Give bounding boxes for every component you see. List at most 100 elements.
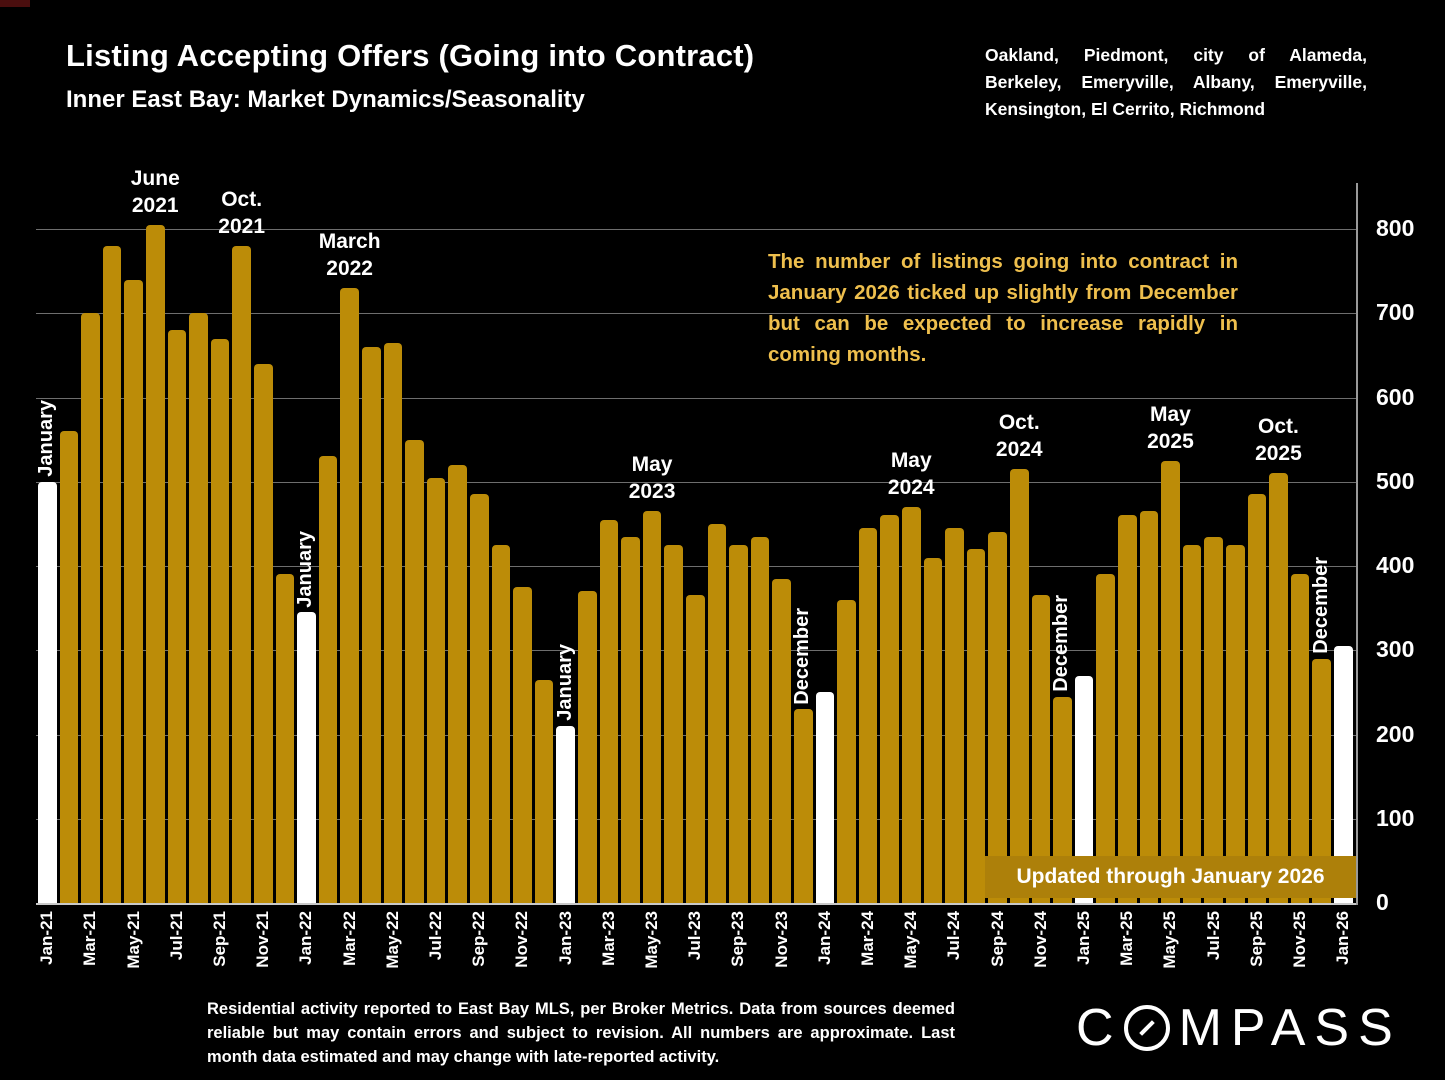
x-tick-label-Jan-26: Jan-26 — [1333, 911, 1353, 965]
peak-label-May-24: May 2024 — [887, 449, 935, 500]
bar-Jul-24 — [945, 528, 964, 903]
bar-vertical-label-Jan-23: January — [553, 644, 576, 722]
bar-vertical-label-Dec-23: December — [791, 607, 814, 705]
bar-Feb-21 — [59, 431, 79, 903]
x-tick-label-May-22: May-22 — [382, 911, 402, 969]
bar-Feb-24 — [837, 599, 856, 903]
gridline-600 — [36, 397, 1356, 399]
bar-Oct-25 — [1269, 473, 1288, 903]
compass-logo-mpass: MPASS — [1178, 999, 1402, 1057]
y-tick-label-600: 600 — [1376, 383, 1415, 410]
bar-Jun-25 — [1182, 544, 1202, 903]
bar-Sep-25 — [1247, 494, 1267, 903]
bar-Oct-21 — [232, 245, 251, 903]
x-tick-label-May-25: May-25 — [1160, 911, 1180, 969]
peak-label-Oct-25: Oct. 2025 — [1255, 415, 1302, 466]
corner-mark — [0, 0, 30, 7]
bar-Nov-24 — [1031, 595, 1051, 903]
bar-May-24 — [902, 507, 921, 903]
x-tick-label-Sep-25: Sep-25 — [1246, 911, 1266, 967]
bar-Mar-22 — [340, 287, 359, 903]
bar-Oct-23 — [750, 536, 770, 903]
bar-Aug-22 — [448, 464, 467, 903]
x-tick-label-May-24: May-24 — [901, 911, 921, 969]
bar-Jul-21 — [167, 330, 187, 903]
gridline-500 — [36, 481, 1356, 483]
y-tick-label-0: 0 — [1376, 889, 1389, 915]
bar-Apr-24 — [880, 515, 899, 903]
y-axis-line — [1356, 183, 1358, 905]
bar-Aug-21 — [189, 313, 208, 903]
x-tick-label-Nov-22: Nov-22 — [512, 911, 532, 968]
y-tick-label-800: 800 — [1376, 215, 1415, 241]
peak-label-May-25: May 2025 — [1147, 402, 1194, 453]
x-tick-label-Jul-25: Jul-25 — [1203, 911, 1223, 961]
bar-Dec-25 — [1312, 658, 1331, 903]
bar-Aug-24 — [966, 549, 986, 903]
bar-Nov-23 — [772, 578, 791, 903]
bar-Dec-24 — [1053, 696, 1072, 903]
bar-May-23 — [642, 511, 662, 903]
x-tick-label-Jul-23: Jul-23 — [685, 911, 705, 961]
x-tick-label-Jan-24: Jan-24 — [814, 911, 834, 965]
x-tick-label-Jul-22: Jul-22 — [426, 911, 446, 961]
annotation-text: The number of listings going into contra… — [768, 250, 1238, 366]
disclaimer-text: Residential activity reported to East Ba… — [207, 1000, 955, 1066]
bar-Dec-21 — [275, 574, 295, 903]
bar-Nov-22 — [513, 587, 532, 903]
bar-Jan-21 — [38, 481, 57, 903]
bar-Jun-24 — [923, 557, 943, 903]
bar-Nov-25 — [1290, 574, 1310, 903]
bar-Jan-23 — [556, 726, 575, 903]
x-tick-label-Jul-21: Jul-21 — [166, 911, 186, 961]
x-tick-label-Jan-21: Jan-21 — [37, 911, 57, 965]
bar-Mar-23 — [599, 519, 619, 903]
compass-needle-icon — [1123, 1005, 1170, 1051]
bar-Mar-24 — [858, 528, 878, 903]
bar-Feb-22 — [318, 456, 338, 903]
bar-vertical-label-Dec-24: December — [1050, 594, 1073, 692]
peak-label-May-23: May 2023 — [628, 453, 676, 504]
bar-Apr-23 — [621, 536, 640, 903]
x-tick-label-May-23: May-23 — [642, 911, 662, 969]
bar-Jan-25 — [1074, 675, 1094, 903]
bar-Mar-25 — [1118, 515, 1137, 903]
peak-label-Oct-21: Oct. 2021 — [218, 187, 265, 238]
bar-Mar-21 — [81, 313, 100, 903]
x-tick-label-Jan-22: Jan-22 — [296, 911, 316, 965]
bar-Aug-25 — [1226, 544, 1245, 903]
bar-Jan-22 — [297, 612, 316, 903]
y-tick-label-100: 100 — [1376, 804, 1415, 831]
bar-Oct-22 — [491, 544, 511, 903]
bar-vertical-label-Dec-25: December — [1309, 556, 1332, 654]
gridline-800 — [36, 229, 1356, 230]
x-tick-label-Mar-22: Mar-22 — [339, 911, 359, 966]
gridline-700 — [36, 313, 1356, 315]
bar-vertical-label-Jan-21: January — [35, 400, 58, 477]
peak-label-Oct-24: Oct. 2024 — [995, 411, 1043, 462]
bar-Jun-21 — [146, 224, 165, 903]
bar-Jul-23 — [686, 595, 705, 903]
compass-logo-c: C — [1076, 999, 1123, 1057]
x-tick-label-Mar-25: Mar-25 — [1117, 911, 1137, 966]
y-tick-label-500: 500 — [1376, 467, 1415, 494]
bar-Jul-25 — [1204, 536, 1223, 903]
bar-Jul-22 — [426, 477, 446, 903]
bar-Apr-21 — [102, 245, 122, 903]
bar-Sep-22 — [470, 494, 489, 903]
page-subtitle: Inner East Bay: Market Dynamics/Seasonal… — [66, 86, 585, 113]
bar-Jun-22 — [405, 439, 424, 903]
x-tick-label-Nov-21: Nov-21 — [253, 911, 273, 968]
bar-Dec-22 — [534, 679, 554, 903]
bar-Sep-21 — [210, 338, 230, 903]
page-title: Listing Accepting Offers (Going into Con… — [66, 38, 755, 73]
bar-Dec-23 — [794, 709, 813, 903]
x-tick-label-Nov-24: Nov-24 — [1030, 911, 1050, 968]
x-tick-label-Nov-25: Nov-25 — [1290, 911, 1310, 968]
x-tick-label-Sep-23: Sep-23 — [728, 911, 748, 967]
y-tick-label-400: 400 — [1376, 552, 1415, 578]
bar-Sep-23 — [729, 544, 748, 903]
updated-banner: Updated through January 2026 — [985, 856, 1356, 898]
bar-May-22 — [383, 342, 403, 903]
